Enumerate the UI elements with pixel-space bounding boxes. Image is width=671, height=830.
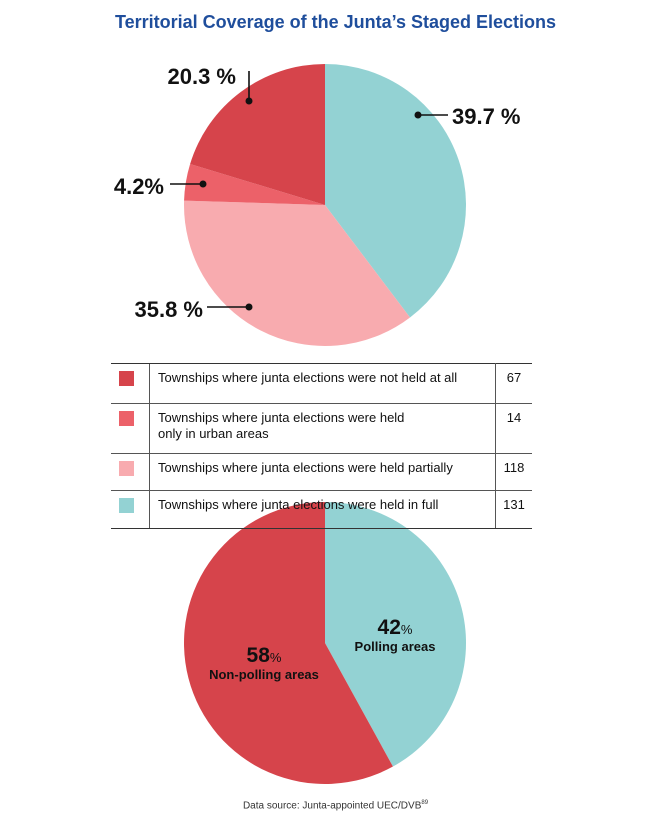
legend-count: 14	[495, 403, 532, 454]
slice-label: 20.3 %	[168, 64, 237, 89]
legend-label-line: only in urban areas	[158, 426, 269, 441]
leader-dot	[414, 111, 422, 119]
data-source-note: Data source: Junta-appointed UEC/DVB89	[0, 800, 671, 811]
coverage-pie	[184, 64, 466, 346]
slice-label: 39.7 %	[452, 104, 521, 129]
legend-count: 118	[495, 453, 532, 491]
source-text: Data source: Junta-appointed UEC/DVB	[242, 800, 422, 812]
leader-dot	[245, 303, 253, 311]
legend-swatch	[119, 371, 134, 386]
legend-swatch	[119, 411, 134, 426]
pie-slice	[325, 502, 467, 767]
slice-label: Polling areas	[355, 639, 436, 654]
legend-row: Townships where junta elections were hel…	[111, 453, 532, 491]
pie-slice	[184, 502, 393, 785]
legend-label-line: Townships where junta elections were hel…	[158, 410, 405, 425]
pie-slice	[184, 200, 411, 346]
source-footnote: 89	[421, 800, 429, 806]
polling-pie-labels: 42%Polling areas 58%Non-polling areas	[209, 616, 435, 682]
slice-label: Non-polling areas	[209, 667, 319, 682]
legend-table: Townships where junta elections were not…	[111, 363, 532, 529]
legend-count: 67	[495, 363, 532, 404]
slice-value: 42%	[378, 616, 413, 639]
legend-label: Townships where junta elections were hel…	[149, 403, 496, 454]
slice-label: 35.8 %	[135, 297, 204, 322]
legend-row: Townships where junta elections were not…	[111, 363, 532, 404]
pie-slice	[190, 64, 325, 205]
legend-row: Townships where junta elections were hel…	[111, 403, 532, 454]
leader-dot	[199, 180, 207, 188]
coverage-pie-labels: 39.7 % 35.8 % 4.2% 20.3 %	[114, 64, 521, 322]
slice-value: 58%	[247, 644, 282, 667]
chart-title: Territorial Coverage of the Junta’s Stag…	[114, 12, 557, 32]
slice-label: 4.2%	[114, 174, 164, 199]
legend-row: Townships where junta elections were hel…	[111, 490, 532, 529]
legend-swatch	[119, 498, 134, 513]
legend-label: Townships where junta elections were hel…	[149, 490, 496, 529]
pie-slice	[325, 64, 466, 318]
legend-swatch	[119, 461, 134, 476]
legend-label: Townships where junta elections were hel…	[149, 453, 496, 491]
polling-pie	[184, 502, 467, 785]
legend-label: Townships where junta elections were not…	[149, 363, 496, 404]
leader-dot	[245, 97, 253, 105]
legend-count: 131	[495, 490, 532, 529]
pie-slice	[184, 163, 325, 205]
